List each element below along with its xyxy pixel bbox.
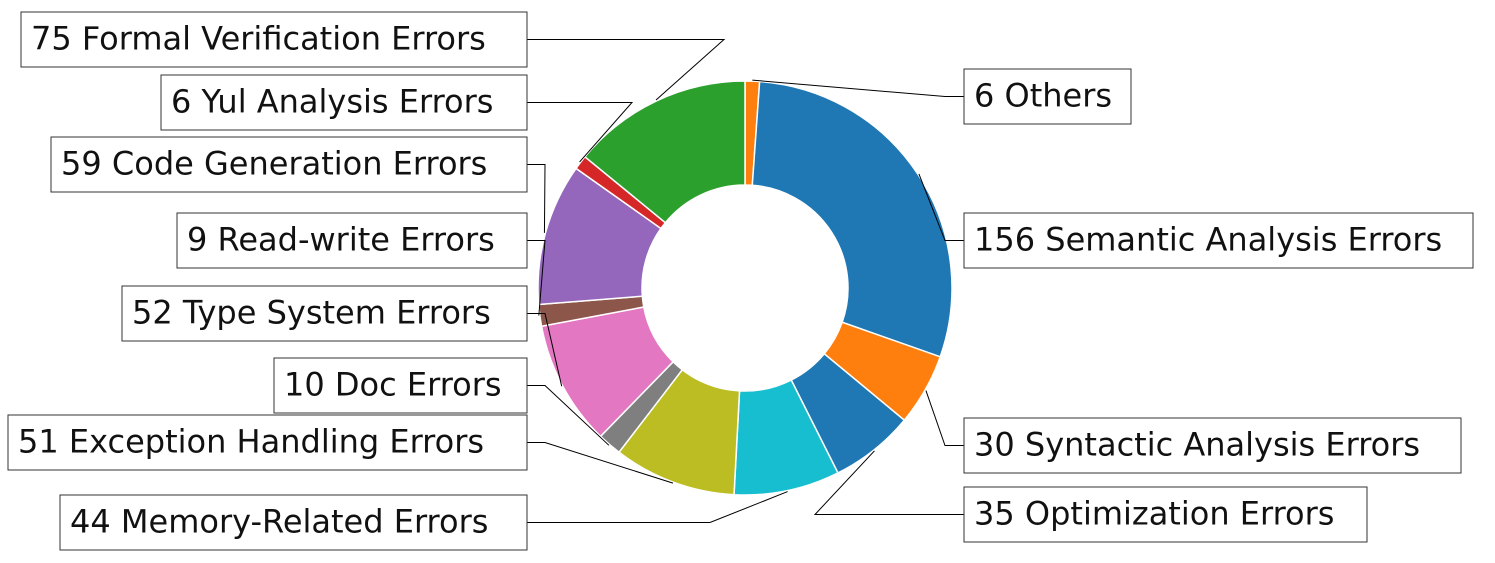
leader-line — [925, 390, 964, 446]
leader-line — [527, 102, 634, 163]
label-box — [273, 357, 528, 414]
leader-line — [527, 491, 788, 523]
label-box — [59, 494, 528, 551]
slice-label: 75 Formal Verification Errors — [20, 11, 528, 68]
slice-label-text: 59 Code Generation Errors — [61, 145, 487, 183]
label-box — [963, 486, 1368, 543]
slice-label-text: 10 Doc Errors — [284, 366, 502, 404]
label-box — [963, 417, 1462, 474]
label-box — [963, 68, 1132, 125]
donut-slice — [751, 80, 953, 358]
leader-line — [527, 442, 674, 484]
slice-label-text: 44 Memory-Related Errors — [70, 503, 488, 541]
slice-label: 6 Yul Analysis Errors — [160, 74, 528, 131]
label-box — [176, 212, 528, 269]
leader-line — [527, 240, 546, 316]
slice-label-text: 30 Syntactic Analysis Errors — [974, 426, 1420, 464]
leader-line — [527, 39, 726, 101]
label-box — [7, 414, 528, 471]
slice-label: 6 Others — [963, 68, 1132, 125]
slice-label-text: 156 Semantic Analysis Errors — [974, 221, 1442, 259]
slice-label-text: 52 Type System Errors — [132, 294, 491, 332]
donut-slice — [583, 80, 746, 224]
label-box — [963, 212, 1474, 269]
slice-label: 30 Syntactic Analysis Errors — [963, 417, 1462, 474]
slice-label-text: 6 Others — [974, 77, 1112, 115]
slice-label: 156 Semantic Analysis Errors — [963, 212, 1474, 269]
slice-labels: 6 Others 156 Semantic Analysis Errors 30 S… — [7, 11, 1474, 551]
slice-label-text: 75 Formal Verification Errors — [31, 20, 486, 58]
slice-label: 9 Read-write Errors — [176, 212, 528, 269]
slice-label: 51 Exception Handling Errors — [7, 414, 528, 471]
leader-line — [813, 450, 964, 515]
leader-line — [918, 173, 964, 241]
leader-lines — [527, 39, 964, 523]
label-box — [160, 74, 528, 131]
label-box — [20, 11, 528, 68]
leader-line — [527, 313, 563, 387]
slice-label: 59 Code Generation Errors — [50, 136, 528, 193]
donut-slices — [537, 80, 953, 496]
slice-label-text: 6 Yul Analysis Errors — [171, 83, 493, 121]
slice-label-text: 9 Read-write Errors — [187, 221, 495, 259]
leader-line — [527, 385, 610, 446]
label-box — [50, 136, 528, 193]
slice-label-text: 51 Exception Handling Errors — [18, 423, 484, 461]
leader-line — [752, 79, 964, 97]
slice-label: 35 Optimization Errors — [963, 486, 1368, 543]
slice-label: 10 Doc Errors — [273, 357, 528, 414]
leader-line — [527, 164, 546, 233]
label-box — [121, 285, 528, 342]
slice-label: 52 Type System Errors — [121, 285, 528, 342]
slice-label: 44 Memory-Related Errors — [59, 494, 528, 551]
slice-label-text: 35 Optimization Errors — [974, 495, 1334, 533]
